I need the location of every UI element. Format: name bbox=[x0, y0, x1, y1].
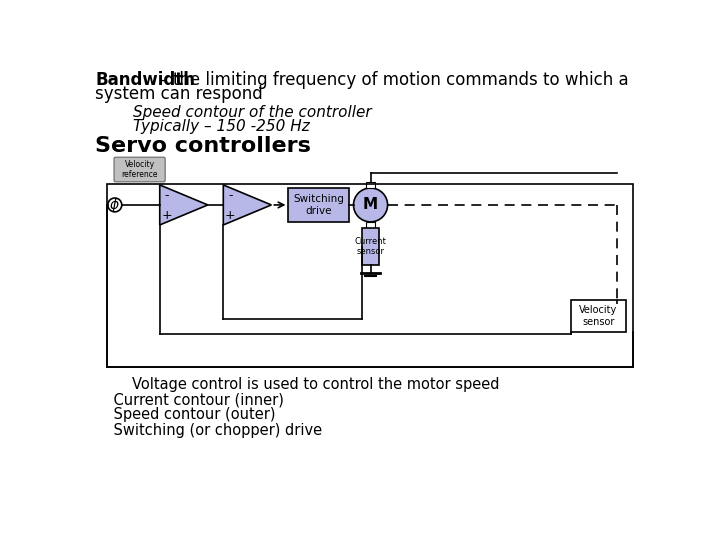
Text: Current
sensor: Current sensor bbox=[355, 237, 387, 256]
Bar bbox=[289, 188, 349, 222]
Bar bbox=[362, 228, 379, 265]
Circle shape bbox=[108, 198, 122, 212]
Bar bbox=[570, 300, 626, 332]
Text: Speed contour of the controller: Speed contour of the controller bbox=[132, 105, 372, 120]
Bar bbox=[107, 184, 632, 367]
Text: -: - bbox=[228, 189, 233, 202]
Polygon shape bbox=[223, 185, 271, 225]
Text: Speed contour (outer): Speed contour (outer) bbox=[96, 408, 276, 422]
Text: M: M bbox=[363, 198, 378, 212]
Text: Velocity
reference: Velocity reference bbox=[122, 160, 158, 179]
Text: system can respond: system can respond bbox=[96, 85, 264, 103]
Text: +: + bbox=[225, 209, 235, 222]
Text: +: + bbox=[161, 209, 172, 222]
Text: Switching
drive: Switching drive bbox=[293, 194, 344, 216]
Bar bbox=[366, 222, 375, 228]
Polygon shape bbox=[160, 185, 208, 225]
Text: $\phi$: $\phi$ bbox=[109, 196, 120, 214]
Text: Voltage control is used to control the motor speed: Voltage control is used to control the m… bbox=[96, 377, 500, 392]
Bar bbox=[366, 182, 375, 188]
Text: Bandwidth: Bandwidth bbox=[96, 71, 195, 89]
Circle shape bbox=[354, 188, 387, 222]
Text: – the limiting frequency of motion commands to which a: – the limiting frequency of motion comma… bbox=[153, 71, 628, 89]
Text: Servo controllers: Servo controllers bbox=[96, 136, 311, 156]
Text: Velocity
sensor: Velocity sensor bbox=[580, 305, 618, 327]
FancyBboxPatch shape bbox=[114, 157, 165, 182]
Text: Typically – 150 -250 Hz: Typically – 150 -250 Hz bbox=[132, 119, 310, 134]
Text: Switching (or chopper) drive: Switching (or chopper) drive bbox=[96, 423, 323, 438]
Text: -: - bbox=[164, 189, 169, 202]
Text: Current contour (inner): Current contour (inner) bbox=[96, 392, 284, 407]
